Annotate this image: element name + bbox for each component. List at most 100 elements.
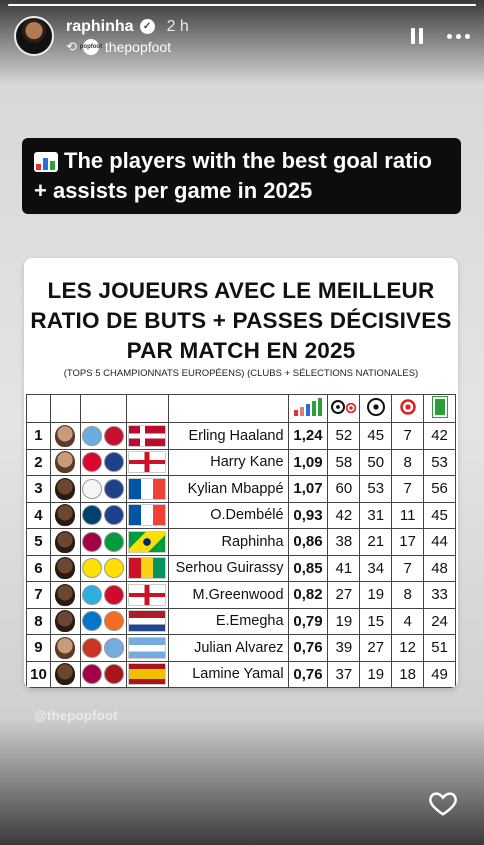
player-photo [49,528,81,556]
flag-norway-icon [128,424,167,447]
assists-cell: 8 [391,581,425,609]
header-goals-assists [327,394,361,423]
assists-cell: 4 [391,607,425,635]
player-face [55,557,76,580]
player-face [55,583,76,606]
club-badges [79,660,127,688]
flag-spain-icon [128,663,167,686]
assists-cell: 7 [391,422,425,450]
national-team-badge-icon [104,664,125,685]
club-badges [79,581,127,609]
player-photo [49,501,81,529]
goals-cell: 31 [359,501,393,529]
national-team-badge-icon [104,637,125,658]
flag-france-icon [128,504,167,527]
national-team-badge-icon [104,425,125,446]
reposted-from-username[interactable]: thepopfoot [104,38,172,55]
header-ratio [287,394,329,423]
ratio-cell: 1,07 [287,475,329,503]
reposted-avatar[interactable]: popfoot [80,38,102,55]
club-badge-icon [82,637,103,658]
player-name: E.Emegha [167,607,289,635]
goals-cell: 27 [359,634,393,662]
assists-cell: 12 [391,634,425,662]
username[interactable]: raphinha [66,17,134,35]
matches-cell: 24 [423,607,456,635]
story-meta: raphinha ✓ 2 h ⟲ popfoot thepopfoot [66,18,189,55]
flag-brazil-icon [128,530,167,553]
table-row: 3 Kylian Mbappé 1,07 60 53 7 56 [26,475,456,503]
ratio-cell: 0,76 [287,634,329,662]
header-rank [26,394,51,423]
club-badges [79,607,127,635]
ratio-cell: 0,86 [287,528,329,556]
more-options-icon[interactable] [447,33,470,39]
rank-cell: 4 [26,501,51,529]
country-flag [125,634,169,662]
national-team-badge-icon [104,452,125,473]
card-title: LES JOUEURS AVEC LE MEILLEUR RATIO DE BU… [30,278,452,363]
header-goals [359,394,393,423]
goals-assists-cell: 37 [327,660,361,688]
table-header-row [26,394,456,423]
club-badge-icon [82,584,103,605]
header-assists [391,394,425,423]
card-subtitle: (TOPS 5 CHAMPIONNATS EUROPÉENS) (CLUBS +… [63,368,419,379]
player-face [55,451,76,474]
avatar[interactable] [14,16,54,56]
table-row: 10 Lamine Yamal 0,76 37 19 18 49 [26,660,456,688]
verified-badge-icon: ✓ [139,19,155,34]
national-team-badge-icon [104,611,125,632]
table-row: 1 Erling Haaland 1,24 52 45 7 42 [26,422,456,450]
table-row: 6 Serhou Guirassy 0,85 41 34 7 48 [26,554,456,582]
ratio-cell: 0,85 [287,554,329,582]
matches-cell: 51 [423,634,456,662]
heart-icon[interactable] [428,788,458,818]
national-team-badge-icon [104,584,125,605]
table-row: 4 O.Dembélé 0,93 42 31 11 45 [26,501,456,529]
assists-cell: 7 [391,554,425,582]
player-photo [49,475,81,503]
pause-icon[interactable] [411,28,423,44]
ratio-cell: 0,93 [287,501,329,529]
player-name: Harry Kane [167,448,289,476]
ratio-cell: 0,76 [287,660,329,688]
repost-icon: ⟲ [66,38,77,54]
goals-assists-cell: 42 [327,501,361,529]
ranking-card: LES JOUEURS AVEC LE MEILLEUR RATIO DE BU… [24,258,458,688]
club-badges [79,475,127,503]
country-flag [125,422,169,450]
rank-cell: 6 [26,554,51,582]
national-team-badge-icon [104,478,125,499]
country-flag [125,501,169,529]
player-name: Serhou Guirassy [167,554,289,582]
goals-assists-cell: 58 [327,448,361,476]
club-badge-icon [82,531,103,552]
national-team-badge-icon [104,531,125,552]
story-progress-fill [8,4,476,6]
country-flag [125,581,169,609]
assists-cell: 11 [391,501,425,529]
club-badges [79,528,127,556]
club-badge-icon [82,452,103,473]
goals-ball-icon [366,397,385,416]
rank-cell: 9 [26,634,51,662]
player-name: Julian Alvarez [167,634,289,662]
matches-cell: 33 [423,581,456,609]
ratio-cell: 1,09 [287,448,329,476]
watermark: @thepopfoot [34,708,118,723]
player-face [55,636,76,659]
club-badge-icon [82,664,103,685]
player-face [55,663,76,686]
assists-cell: 18 [391,660,425,688]
rank-cell: 2 [26,448,51,476]
goals-cell: 21 [359,528,393,556]
matches-cell: 42 [423,422,456,450]
header-name [167,394,289,423]
flag-guinea-icon [128,557,167,580]
rank-cell: 7 [26,581,51,609]
rank-cell: 5 [26,528,51,556]
story-progress-bar [8,4,476,6]
goals-assists-cell: 52 [327,422,361,450]
player-face [55,424,76,447]
